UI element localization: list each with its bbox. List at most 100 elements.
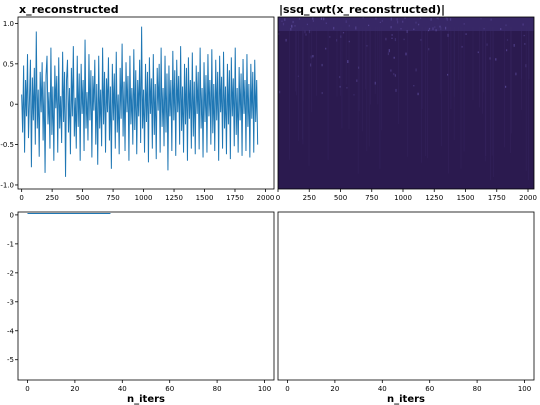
heatmap-speckle xyxy=(505,85,507,88)
heatmap-streak xyxy=(379,27,381,169)
heatmap-streak xyxy=(327,27,329,160)
heatmap-streak xyxy=(463,27,465,152)
heatmap-speckle xyxy=(279,90,281,94)
x-tick-label: 2000 xyxy=(519,194,537,202)
x-tick-label: 40 xyxy=(378,385,387,393)
heatmap-streak xyxy=(490,27,491,181)
x-tick-label: 1500 xyxy=(196,194,214,202)
heatmap-streak xyxy=(358,27,360,112)
heatmap-streak xyxy=(398,27,399,125)
heatmap-speckle xyxy=(420,39,422,41)
y-tick-label: -1 xyxy=(7,240,14,248)
heatmap-speckle xyxy=(393,73,395,76)
heatmap-speckle xyxy=(418,23,420,26)
x-tick-label: 80 xyxy=(473,385,482,393)
heatmap-speckle xyxy=(333,26,335,30)
heatmap-streak xyxy=(510,27,511,154)
heatmap-speckle xyxy=(480,18,482,20)
heatmap-speckle xyxy=(321,63,323,67)
heatmap-speckle xyxy=(400,28,402,30)
heatmap-streak xyxy=(345,27,347,85)
plot-frame xyxy=(277,211,535,381)
y-tick-label: -2 xyxy=(7,269,14,277)
subplot-title: x_reconstructed xyxy=(19,3,119,16)
y-tick-label: -1.0 xyxy=(0,181,14,189)
subplot-1: x_reconstructed 0 250 500 750 1000 1250 1500 175… xyxy=(0,3,275,202)
heatmap-top-band xyxy=(278,17,534,31)
heatmap-streak xyxy=(472,27,474,101)
heatmap-speckle xyxy=(428,48,430,51)
heatmap-speckle xyxy=(495,58,497,61)
heatmap-speckle xyxy=(345,20,347,23)
heatmap-streak xyxy=(316,27,317,96)
heatmap-speckle xyxy=(325,47,327,50)
heatmap-speckle xyxy=(297,75,299,77)
heatmap-speckle xyxy=(465,33,467,35)
heatmap-speckle xyxy=(406,30,408,33)
heatmap-streak xyxy=(521,27,522,110)
heatmap-streak xyxy=(531,27,533,91)
plot-frame xyxy=(277,16,535,190)
heatmap-speckle xyxy=(415,21,417,24)
heatmap-streak xyxy=(525,27,527,171)
heatmap-streak xyxy=(341,27,343,129)
heatmap-streak xyxy=(365,27,366,90)
heatmap-speckle xyxy=(461,45,463,48)
heatmap-speckle xyxy=(325,22,327,24)
heatmap-streak xyxy=(370,27,371,105)
heatmap-speckle xyxy=(447,33,449,37)
heatmap-speckle xyxy=(446,17,448,20)
x-tick-label: 500 xyxy=(334,194,347,202)
heatmap-speckle xyxy=(291,24,293,27)
heatmap-speckle xyxy=(525,64,527,68)
heatmap-speckle xyxy=(320,17,322,20)
heatmap-speckle xyxy=(388,49,390,53)
plot-frame xyxy=(17,16,275,190)
heatmap-streak xyxy=(441,27,442,147)
signal-series-line xyxy=(21,26,259,177)
y-tick-label: -3 xyxy=(7,298,14,306)
heatmap-speckle xyxy=(445,17,447,19)
heatmap-speckle xyxy=(489,57,491,60)
heatmap-streak xyxy=(504,27,505,148)
heatmap-speckle xyxy=(500,28,502,31)
heatmap-speckle xyxy=(428,29,430,32)
heatmap-streak xyxy=(521,27,522,79)
y-tick-label: -0.5 xyxy=(0,141,14,149)
heatmap-speckle xyxy=(346,87,348,89)
heatmap-speckle xyxy=(342,32,345,34)
heatmap-speckle xyxy=(390,69,392,72)
heatmap-streak xyxy=(482,27,483,114)
heatmap-streak xyxy=(308,27,310,166)
heatmap-speckle xyxy=(323,17,325,21)
heatmap-speckle xyxy=(483,28,485,30)
x-tick-label: 250 xyxy=(45,194,58,202)
heatmap-speckle xyxy=(391,34,393,36)
heatmap-speckle xyxy=(329,36,331,38)
heatmap-streak xyxy=(295,27,296,92)
heatmap-streak xyxy=(289,27,290,160)
heatmap-speckle xyxy=(524,43,526,45)
heatmap-speckle xyxy=(375,17,377,20)
heatmap-speckle xyxy=(403,38,405,41)
heatmap-streak xyxy=(302,27,304,145)
heatmap-streak xyxy=(448,27,449,174)
heatmap-streak xyxy=(348,27,350,130)
heatmap-streak xyxy=(366,27,368,152)
heatmap-speckle xyxy=(390,26,392,29)
x-tick-label: 1000 xyxy=(394,194,412,202)
subplot-4: 0 20 40 60 80 100 n_iters xyxy=(277,211,535,405)
heatmap-speckle xyxy=(436,17,438,19)
heatmap-speckle xyxy=(523,34,525,37)
heatmap-speckle xyxy=(513,44,515,47)
heatmap-speckle xyxy=(437,17,439,20)
heatmap-background xyxy=(278,17,534,189)
x-tick-label: 1750 xyxy=(226,194,244,202)
heatmap-speckle xyxy=(515,72,517,76)
heatmap-speckle xyxy=(298,18,301,20)
heatmap-speckle xyxy=(282,22,285,26)
heatmap-streak xyxy=(528,27,529,181)
heatmap-streak xyxy=(340,27,341,96)
heatmap-speckle xyxy=(463,23,465,25)
heatmap-speckle xyxy=(402,20,404,23)
